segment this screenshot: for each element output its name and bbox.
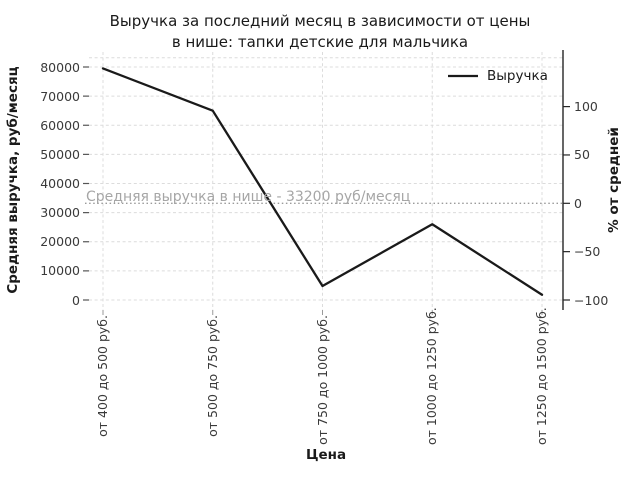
chart-title: Выручка за последний месяц в зависимости…	[0, 11, 640, 53]
y-axis-tick-label-left: 10000	[40, 263, 80, 279]
y-axis-tick-label-right: 100	[574, 99, 598, 115]
y-axis-tick-label-left: 0	[72, 292, 80, 308]
chart-title-line2: в нише: тапки детские для мальчика	[171, 33, 469, 51]
x-axis-tick-label: от 500 до 750 руб.	[204, 315, 220, 437]
y-axis-tick-label-left: 30000	[40, 205, 80, 221]
y-axis-tick-label-right: 0	[574, 195, 582, 211]
y-axis-tick-label-right: −100	[574, 292, 609, 308]
x-axis-tick-label: от 1250 до 1500 руб.	[534, 307, 549, 445]
y-axis-tick-label-left: 50000	[40, 146, 80, 162]
chart-title-line1: Выручка за последний месяц в зависимости…	[109, 12, 531, 30]
y-axis-tick-label-left: 40000	[40, 176, 80, 191]
y-axis-tick-label-left: 60000	[40, 117, 80, 133]
x-axis-label: Цена	[305, 447, 347, 463]
x-axis-tick-label: от 1000 до 1250 руб.	[424, 307, 440, 445]
x-axis-tick-label: от 750 до 1000 руб.	[314, 315, 330, 445]
revenue-line	[101, 67, 544, 296]
y-axis-tick-label-right: −50	[574, 244, 601, 260]
y-axis-tick-label-left: 20000	[40, 234, 80, 250]
x-axis-tick-label: от 400 до 500 руб.	[95, 315, 110, 437]
y-axis-label-right: % от средней	[606, 127, 622, 233]
y-axis-tick-label-left: 70000	[40, 88, 80, 104]
y-axis-tick-label-right: 50	[574, 147, 590, 163]
y-axis-tick-label-left: 80000	[40, 59, 80, 75]
average-line-annotation: Средняя выручка в нише - 33200 руб/месяц	[86, 189, 411, 205]
legend-entry-revenue: Выручка	[487, 68, 548, 84]
